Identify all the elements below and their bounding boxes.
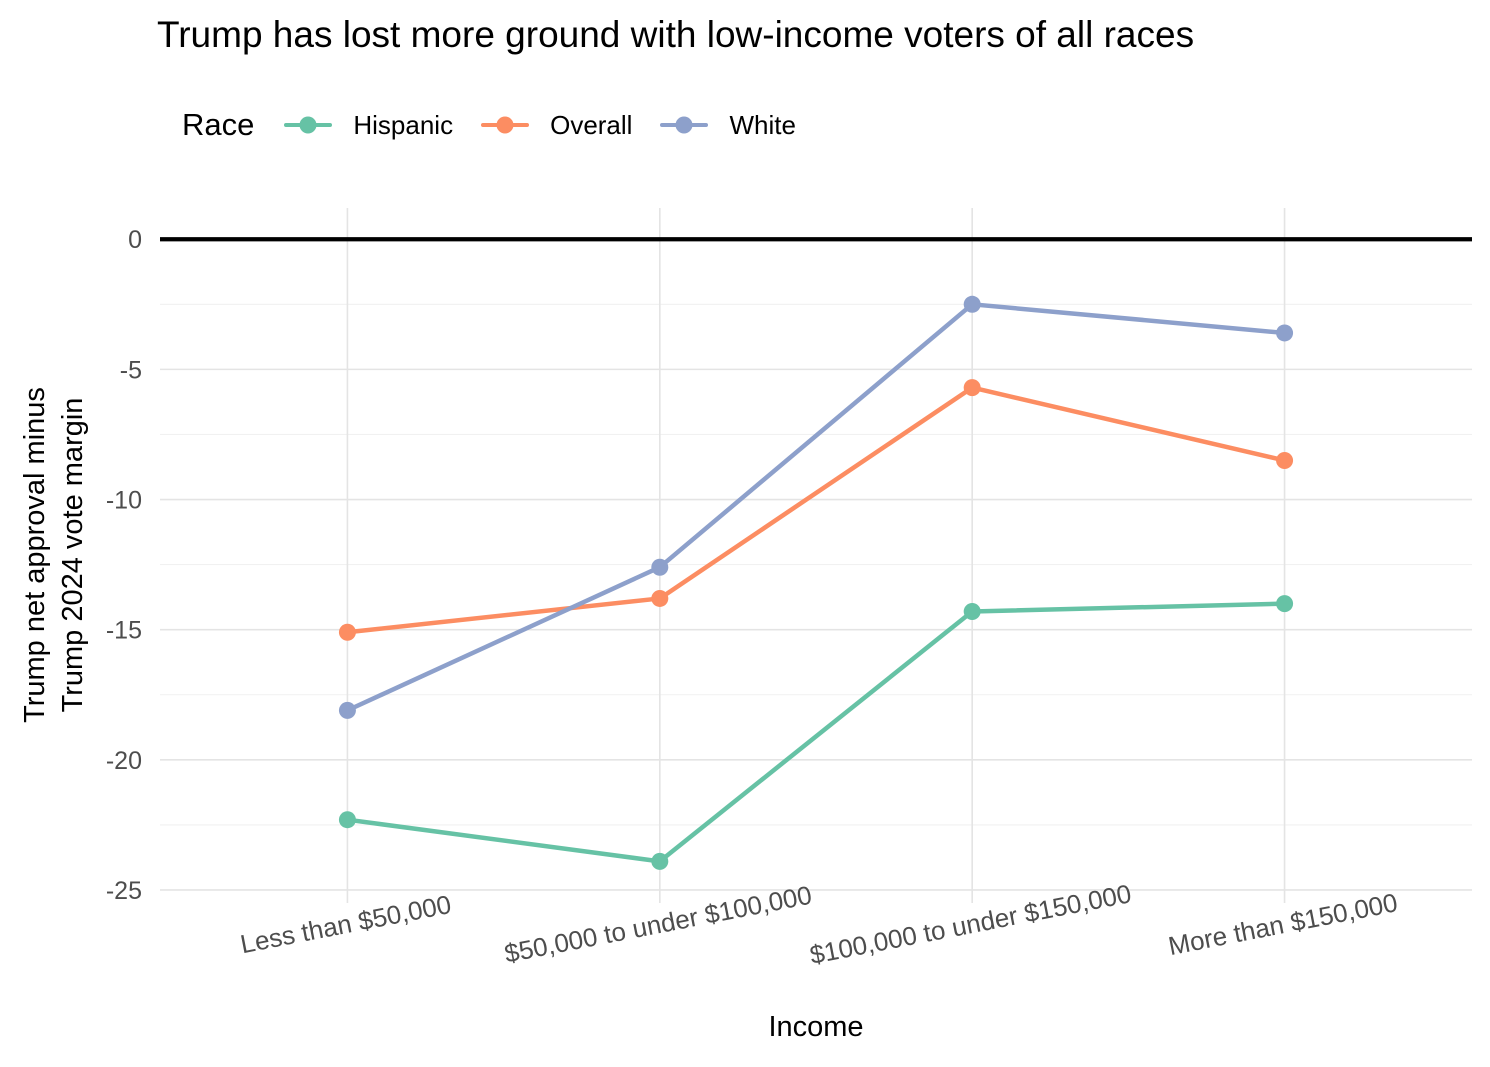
legend-item-hispanic: Hispanic <box>284 110 453 141</box>
data-point-white-3 <box>1276 324 1294 342</box>
data-point-hispanic-2 <box>963 602 981 620</box>
series-line-hispanic <box>345 601 1287 864</box>
legend-item-label: Overall <box>550 109 633 140</box>
x-axis-title: Income <box>768 1011 864 1043</box>
legend: Race Hispanic Overall White <box>182 103 796 147</box>
data-point-hispanic-0 <box>338 811 356 829</box>
legend-items: Hispanic Overall White <box>284 110 796 141</box>
data-point-white-2 <box>963 295 981 313</box>
y-tick-label: -5 <box>120 356 142 384</box>
legend-key-line-dot-icon <box>481 116 530 134</box>
y-tick-label: -20 <box>106 747 142 775</box>
y-tick-label: -25 <box>106 877 142 905</box>
legend-item-white: White <box>660 109 796 141</box>
data-point-overall-3 <box>1276 451 1294 469</box>
x-tick-label: Less than $50,000 <box>238 889 454 959</box>
data-point-white-1 <box>651 558 669 576</box>
legend-title: Race <box>182 107 255 142</box>
legend-item-label: White <box>729 109 796 140</box>
x-tick-label: $100,000 to under $150,000 <box>807 878 1133 970</box>
y-tick-label: -10 <box>106 487 142 515</box>
chart-title: Trump has lost more ground with low-inco… <box>157 14 1195 55</box>
y-tick-label: -15 <box>106 617 142 645</box>
x-tick-label: $50,000 to under $100,000 <box>502 880 814 969</box>
data-point-hispanic-3 <box>1276 595 1294 613</box>
data-point-white-0 <box>338 701 356 719</box>
x-tick-label: More than $150,000 <box>1166 887 1400 961</box>
series-line-overall <box>345 385 1287 635</box>
legend-key-line-dot-icon <box>284 116 333 134</box>
y-tick-label: 0 <box>128 226 142 254</box>
series-line-white <box>345 302 1287 713</box>
data-point-hispanic-1 <box>651 852 669 870</box>
data-point-overall-2 <box>963 379 981 397</box>
data-point-overall-0 <box>338 623 356 641</box>
data-point-overall-1 <box>651 589 669 607</box>
legend-item-label: Hispanic <box>353 109 454 140</box>
legend-item-overall: Overall <box>481 110 632 141</box>
legend-key-line-dot-icon <box>660 116 709 134</box>
